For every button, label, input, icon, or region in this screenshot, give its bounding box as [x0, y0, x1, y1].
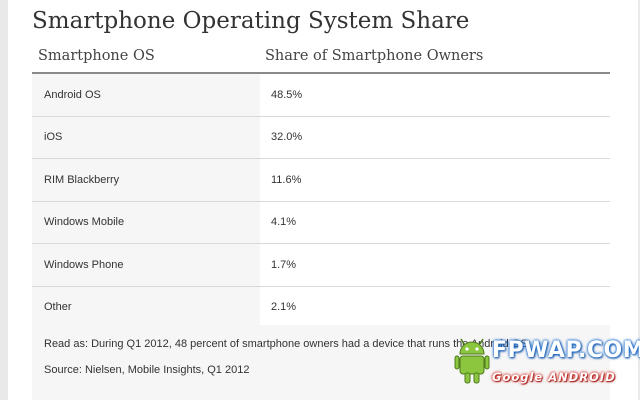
os-cell: RIM Blackberry	[32, 159, 260, 201]
share-cell: 32.0%	[271, 131, 303, 144]
watermark-brand: FPWAP.COM	[492, 338, 640, 363]
footnote-text: Read as: During Q1 2012, 48 percent of s…	[44, 338, 528, 350]
os-cell: Windows Mobile	[32, 201, 260, 243]
share-cell: 4.1%	[271, 216, 297, 229]
page-title: Smartphone Operating System Share	[32, 8, 470, 34]
column-header-share: Share of Smartphone Owners	[265, 48, 484, 64]
header-divider	[32, 72, 610, 74]
os-cell: Android OS	[32, 74, 260, 116]
os-cell: Other	[32, 286, 260, 328]
android-robot-icon	[454, 336, 490, 391]
table-footnote: Read as: During Q1 2012, 48 percent of s…	[32, 325, 610, 400]
content-panel: Smartphone Operating System Share Smartp…	[8, 0, 638, 400]
watermark-logo: FPWAP.COM Google ANDROID	[448, 332, 640, 392]
table-row: iOS 32.0%	[32, 116, 610, 159]
table-row: Android OS 48.5%	[32, 74, 610, 117]
source-text: Source: Nielsen, Mobile Insights, Q1 201…	[44, 364, 250, 376]
table-row: Windows Mobile 4.1%	[32, 201, 610, 244]
table-row: Other 2.1%	[32, 286, 610, 329]
share-cell: 2.1%	[271, 301, 297, 314]
os-cell: Windows Phone	[32, 244, 260, 286]
os-cell: iOS	[32, 116, 260, 158]
share-cell: 1.7%	[271, 258, 297, 271]
share-cell: 11.6%	[271, 173, 302, 186]
table-row: RIM Blackberry 11.6%	[32, 159, 610, 202]
share-table: Android OS 48.5% iOS 32.0% RIM Blackberr…	[32, 74, 610, 329]
table-row: Windows Phone 1.7%	[32, 244, 610, 287]
share-cell: 48.5%	[271, 88, 303, 101]
column-header-os: Smartphone OS	[38, 48, 155, 64]
watermark-tagline: Google ANDROID	[492, 370, 616, 384]
